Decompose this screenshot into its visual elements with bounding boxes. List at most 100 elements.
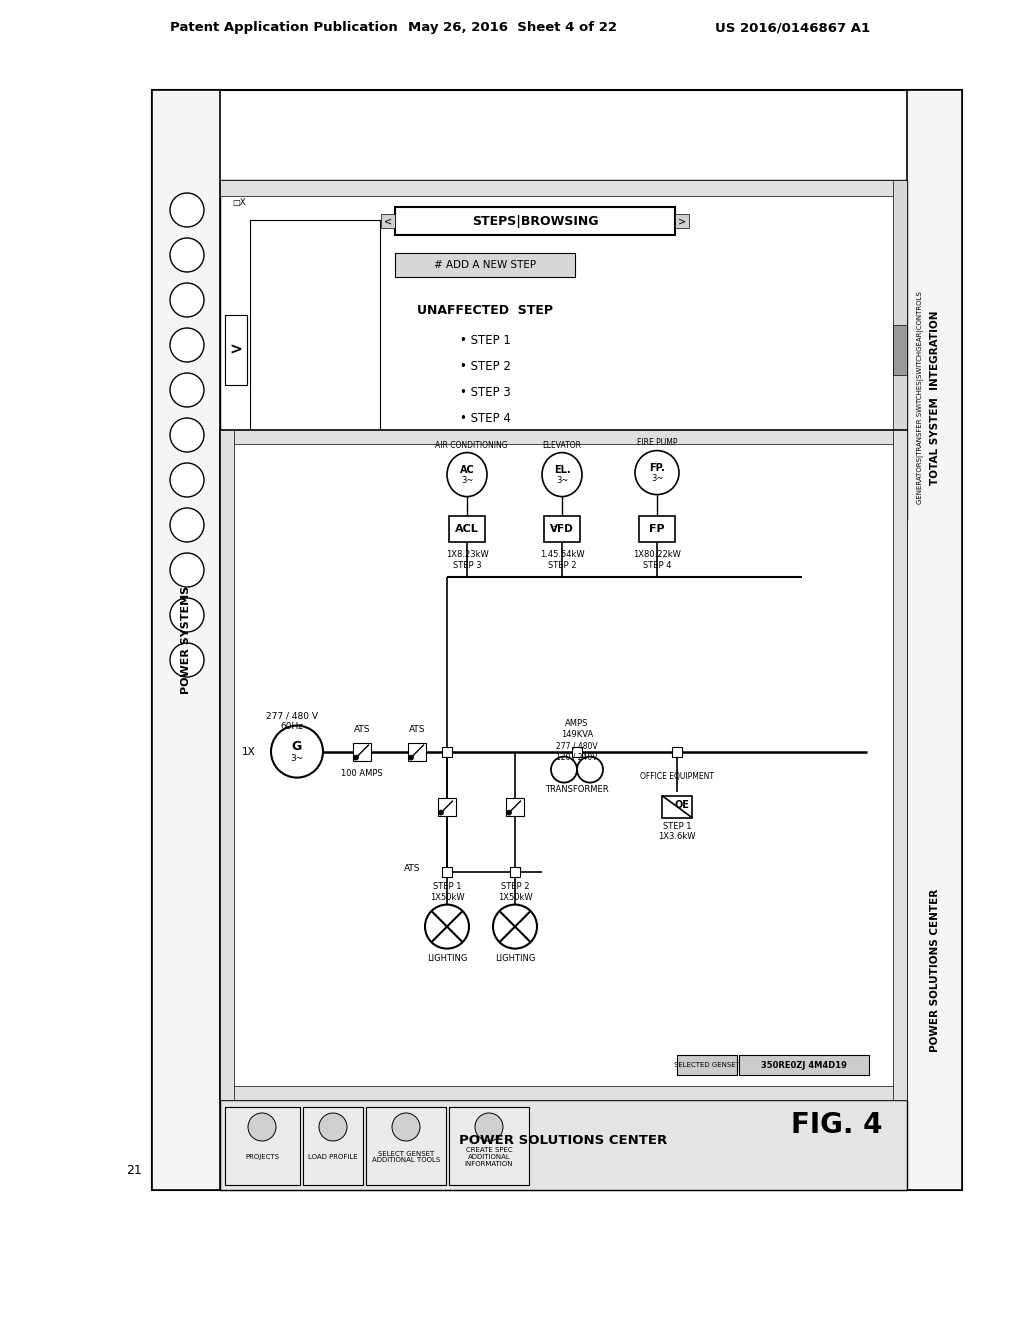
Bar (152, 90, 962, 1191)
Bar (220, 430, 234, 1100)
Bar (220, 430, 907, 1100)
Text: FIG. 4: FIG. 4 (792, 1111, 883, 1139)
Circle shape (319, 1113, 347, 1140)
Text: 1X3.6kW: 1X3.6kW (658, 832, 695, 841)
Text: ELEVATOR: ELEVATOR (543, 441, 582, 450)
Text: 1X50kW: 1X50kW (430, 894, 464, 902)
Text: TOTAL SYSTEM  INTEGRATION: TOTAL SYSTEM INTEGRATION (930, 310, 940, 486)
Text: STEP 2: STEP 2 (501, 882, 529, 891)
Bar (220, 180, 907, 520)
Text: AMPS: AMPS (565, 719, 589, 729)
Circle shape (392, 1113, 420, 1140)
Circle shape (170, 508, 204, 543)
Bar (220, 430, 907, 444)
Text: LOAD PROFILE: LOAD PROFILE (308, 1154, 357, 1160)
Text: UNAFFECTED  STEP: UNAFFECTED STEP (417, 304, 553, 317)
Text: 1X50kW: 1X50kW (498, 894, 532, 902)
Bar (893, 430, 907, 1100)
Bar (303, 1107, 362, 1185)
Text: >: > (229, 342, 243, 358)
Text: STEP 1: STEP 1 (433, 882, 461, 891)
Bar (677, 1055, 737, 1074)
Bar (395, 253, 575, 277)
Text: STEP 2: STEP 2 (548, 561, 577, 570)
Bar (662, 796, 692, 817)
Ellipse shape (447, 453, 487, 496)
Circle shape (438, 810, 443, 814)
Circle shape (170, 643, 204, 677)
Text: 350RE0ZJ 4M4D19: 350RE0ZJ 4M4D19 (761, 1060, 847, 1069)
Circle shape (493, 904, 537, 949)
Ellipse shape (542, 453, 582, 496)
Text: POWER SOLUTIONS CENTER: POWER SOLUTIONS CENTER (930, 888, 940, 1052)
Text: • STEP 1: • STEP 1 (460, 334, 510, 346)
Circle shape (353, 755, 358, 760)
Text: STEP 3: STEP 3 (453, 561, 481, 570)
Text: >: > (678, 216, 686, 226)
Text: 3~: 3~ (461, 477, 473, 484)
Text: OE: OE (675, 800, 689, 809)
Bar (449, 516, 485, 541)
Text: May 26, 2016  Sheet 4 of 22: May 26, 2016 Sheet 4 of 22 (408, 21, 616, 34)
Circle shape (170, 193, 204, 227)
Text: -: - (552, 520, 556, 531)
Circle shape (409, 755, 414, 760)
Bar (442, 867, 452, 876)
Bar (438, 797, 456, 816)
Circle shape (271, 726, 323, 777)
Bar (442, 747, 452, 756)
Bar (395, 207, 675, 235)
Text: G: G (292, 741, 302, 754)
Bar (893, 325, 907, 375)
Bar (510, 867, 520, 876)
Circle shape (635, 450, 679, 495)
Text: ATS: ATS (353, 725, 371, 734)
Text: • STEP 4: • STEP 4 (460, 412, 510, 425)
Text: 100 AMPS: 100 AMPS (341, 770, 383, 777)
Circle shape (170, 463, 204, 498)
Bar (366, 1107, 446, 1185)
Text: EL.: EL. (554, 465, 570, 475)
Text: VFD: VFD (550, 524, 573, 533)
Text: ATS: ATS (403, 865, 420, 873)
Bar (739, 1055, 869, 1074)
Bar (408, 743, 426, 760)
Text: AIR CONDITIONING: AIR CONDITIONING (434, 441, 507, 450)
Text: <: < (384, 216, 392, 226)
Bar (672, 747, 682, 756)
Bar (506, 797, 524, 816)
Bar (152, 90, 220, 1191)
Bar (220, 1100, 907, 1191)
Text: 60Hz: 60Hz (281, 722, 303, 731)
Text: STEP 4: STEP 4 (643, 561, 672, 570)
Text: 3~: 3~ (556, 477, 568, 484)
Circle shape (170, 374, 204, 407)
Circle shape (170, 327, 204, 362)
Text: □X: □X (232, 198, 246, 207)
Bar (250, 220, 380, 480)
Text: PROJECTS: PROJECTS (245, 1154, 279, 1160)
Text: ATS: ATS (409, 725, 425, 734)
Bar (225, 315, 247, 385)
Circle shape (248, 1113, 276, 1140)
Circle shape (170, 598, 204, 632)
Bar (220, 1086, 907, 1100)
Text: • STEP 3: • STEP 3 (460, 385, 510, 399)
Text: POWER SYSTEMS: POWER SYSTEMS (181, 586, 191, 694)
Text: FP: FP (649, 524, 665, 533)
Circle shape (170, 238, 204, 272)
Bar (639, 516, 675, 541)
Bar (907, 90, 962, 1191)
Text: FIRE PUMP: FIRE PUMP (637, 438, 677, 447)
Text: SELECTED GENSET: SELECTED GENSET (674, 1063, 740, 1068)
Text: Patent Application Publication: Patent Application Publication (170, 21, 397, 34)
Circle shape (170, 418, 204, 451)
Text: 277 / 480 V: 277 / 480 V (266, 711, 318, 721)
Text: CREATE SPEC
ADDITIONAL
INFORMATION: CREATE SPEC ADDITIONAL INFORMATION (465, 1147, 513, 1167)
Circle shape (170, 282, 204, 317)
Bar (353, 743, 371, 760)
Bar (225, 194, 253, 213)
Bar (675, 214, 689, 228)
Text: AC: AC (460, 465, 474, 475)
Text: STEP 1: STEP 1 (663, 822, 691, 832)
